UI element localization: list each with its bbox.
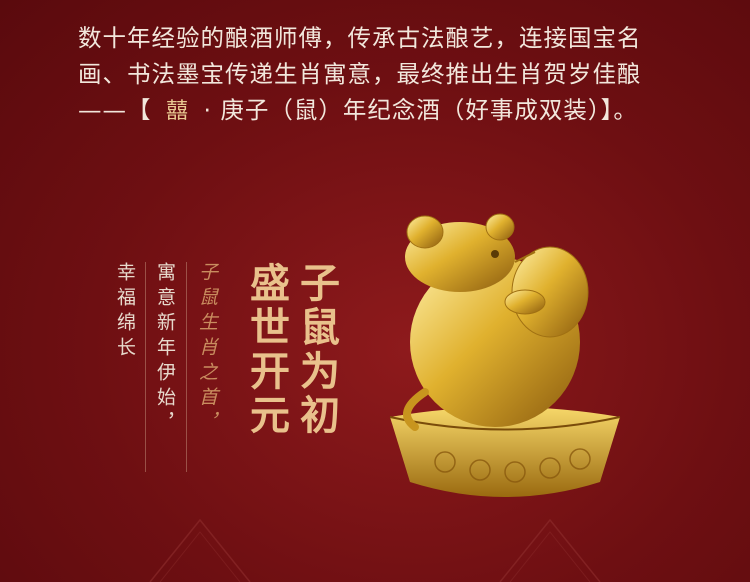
intro-text-start: 数十年经验的酿酒师傅，传承古法酿艺，连接国宝名画、书法墨宝传递生肖寓意，最终推出…: [78, 24, 642, 124]
intro-text-end: · 庚子（鼠）年纪念酒（好事成双装）】。: [195, 96, 638, 124]
calligraphy-column-2: 子鼠为初: [293, 262, 340, 438]
intro-paragraph: 数十年经验的酿酒师傅，传承古法酿艺，连接国宝名画、书法墨宝传递生肖寓意，最终推出…: [78, 20, 678, 130]
decorative-floor-pattern: [149, 518, 601, 582]
divider-line: [186, 262, 187, 472]
divider-line: [145, 262, 146, 472]
poem-column-1: 幸福绵长: [114, 262, 136, 362]
calligraphy-column-1: 盛世开元: [243, 262, 290, 438]
golden-rat-figurine-icon: [389, 213, 621, 497]
brand-logo-icon: 囍: [165, 99, 189, 124]
poem-column-3: 子鼠生肖之首，: [196, 262, 218, 437]
poem-column-2: 寓意新年伊始，: [154, 262, 176, 437]
